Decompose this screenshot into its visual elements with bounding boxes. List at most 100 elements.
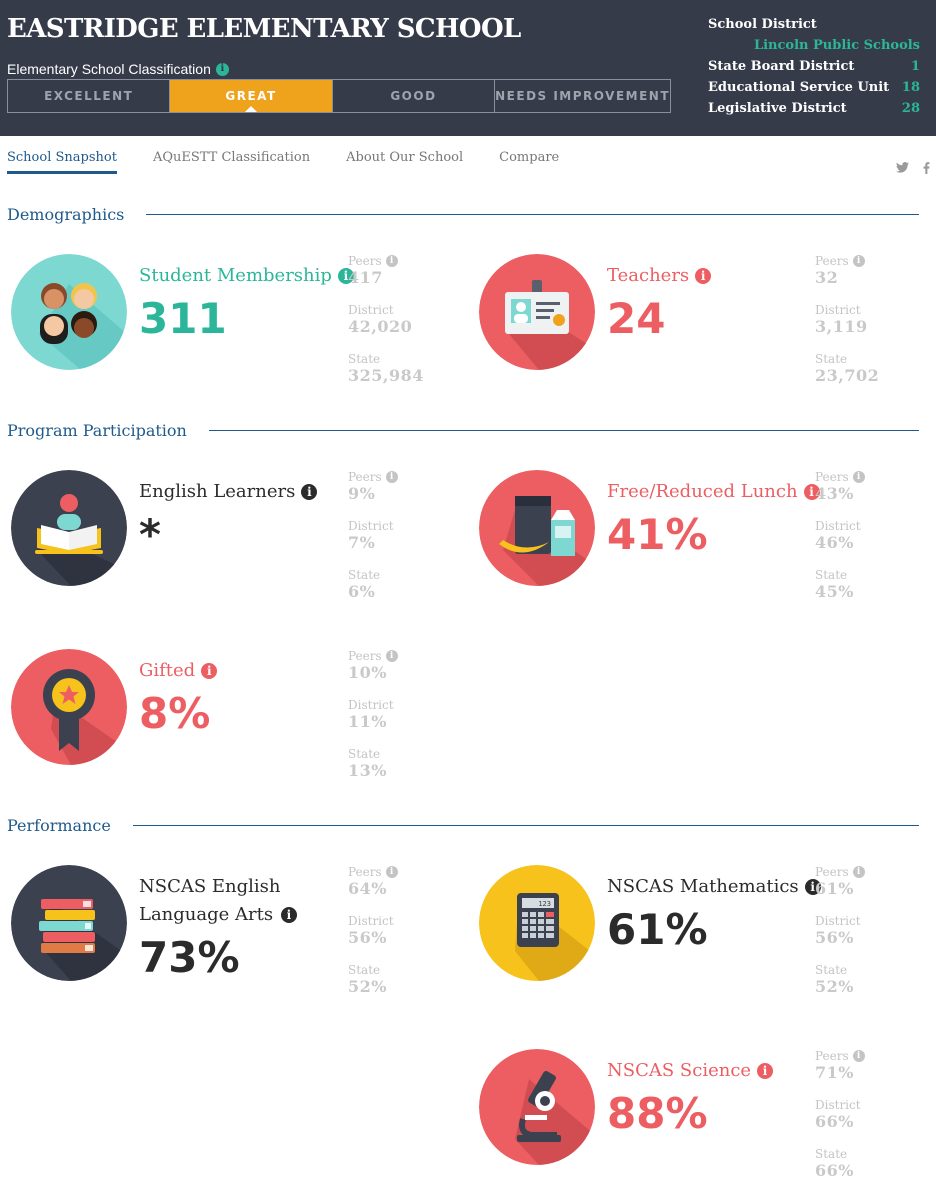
info-icon[interactable]: i xyxy=(280,907,297,923)
info-icon[interactable]: i xyxy=(757,1063,774,1079)
section-title-program: Program Participation xyxy=(7,421,187,440)
tab-school-snapshot[interactable]: School Snapshot xyxy=(7,150,117,174)
district-label: District xyxy=(348,519,394,533)
peers-label: Peers xyxy=(815,254,849,268)
district-value: 3,119 xyxy=(815,317,868,336)
section-divider xyxy=(132,825,919,826)
school-district-label: School District xyxy=(708,17,817,32)
teachers-value: 24 xyxy=(607,294,666,343)
nscas-science-compare: Peers i 71% District 66% State 66% xyxy=(815,1049,915,1192)
district-value: 42,020 xyxy=(348,317,413,336)
district-value: 11% xyxy=(348,712,387,731)
state-value: 23,702 xyxy=(815,366,880,385)
gifted-label-text: Gifted xyxy=(139,660,196,681)
reader-book-icon xyxy=(11,470,127,586)
district-label: District xyxy=(815,519,861,533)
info-icon[interactable]: i xyxy=(852,1050,865,1062)
district-label: District xyxy=(815,303,861,317)
peers-label: Peers xyxy=(348,865,382,879)
free-lunch-compare: Peers i 43% District 46% State 45% xyxy=(815,470,915,617)
nscas-ela-label: NSCAS English Language Arts i xyxy=(139,873,339,929)
classification-needs-improvement: NEEDS IMPROVEMENT xyxy=(495,89,671,103)
tab-aquestt-classification[interactable]: AQuESTT Classification xyxy=(152,150,311,165)
state-board-value: 1 xyxy=(910,59,920,74)
state-label: State xyxy=(348,963,381,977)
twitter-icon[interactable] xyxy=(896,162,909,177)
tab-compare[interactable]: Compare xyxy=(499,150,560,165)
peers-label: Peers xyxy=(815,470,849,484)
state-value: 6% xyxy=(348,582,376,601)
info-icon[interactable]: i xyxy=(301,484,318,500)
student-membership-label-text: Student Membership xyxy=(139,265,332,286)
info-icon[interactable]: i xyxy=(385,471,398,483)
state-label: State xyxy=(815,1147,848,1161)
peers-value: 10% xyxy=(348,663,387,682)
calculator-icon: 123 xyxy=(479,865,595,981)
classification-label: Elementary School Classification i xyxy=(7,61,229,77)
district-label: District xyxy=(815,1098,861,1112)
calculator-display-text: 123 xyxy=(538,900,551,908)
state-value: 45% xyxy=(815,582,854,601)
state-label: State xyxy=(348,568,381,582)
nscas-ela-compare: Peers i 64% District 56% State 52% xyxy=(348,865,448,1012)
section-title-performance: Performance xyxy=(7,816,111,835)
district-value: 56% xyxy=(348,928,387,947)
facebook-icon[interactable] xyxy=(923,162,930,177)
info-icon[interactable]: i xyxy=(201,663,218,679)
info-icon[interactable]: i xyxy=(804,879,821,895)
students-icon xyxy=(11,254,127,370)
state-label: State xyxy=(815,963,848,977)
info-icon[interactable]: i xyxy=(337,268,354,284)
nscas-math-card: 123 NSCAS Mathematics i 61% Peers i 61% Di… xyxy=(475,865,915,1005)
peers-label: Peers xyxy=(815,1049,849,1063)
district-value: 7% xyxy=(348,533,376,552)
info-icon[interactable]: i xyxy=(852,471,865,483)
gifted-card: Gifted i 8% Peers i 10% District 11% State 1… xyxy=(7,649,447,789)
state-label: State xyxy=(815,568,848,582)
info-icon[interactable]: i xyxy=(695,268,712,284)
state-label: State xyxy=(348,747,381,761)
nscas-ela-label-line1: NSCAS English xyxy=(139,876,281,897)
school-district-link[interactable]: Lincoln Public Schools xyxy=(753,38,920,53)
info-icon[interactable]: i xyxy=(385,866,398,878)
english-learners-compare: Peers i 9% District 7% State 6% xyxy=(348,470,448,617)
info-icon[interactable]: i xyxy=(803,484,820,500)
info-icon[interactable]: i xyxy=(385,255,398,267)
nscas-math-value: 61% xyxy=(607,905,708,954)
legislative-label: Legislative District xyxy=(708,101,847,116)
state-value: 325,984 xyxy=(348,366,424,385)
section-divider xyxy=(146,214,919,215)
info-icon[interactable]: i xyxy=(215,62,229,76)
section-demographics: Demographics xyxy=(7,205,919,224)
nscas-science-label: NSCAS Science i xyxy=(607,1057,774,1085)
state-value: 52% xyxy=(815,977,854,996)
nscas-math-label: NSCAS Mathematics i xyxy=(607,873,821,901)
state-value: 66% xyxy=(815,1161,854,1180)
section-performance: Performance xyxy=(7,816,919,835)
section-title-demographics: Demographics xyxy=(7,205,125,224)
esu-value: 18 xyxy=(901,80,920,95)
classification-excellent: EXCELLENT xyxy=(8,80,171,112)
district-value: 46% xyxy=(815,533,854,552)
nscas-ela-card: NSCAS English Language Arts i 73% Peers i… xyxy=(7,865,447,1005)
free-lunch-value: 41% xyxy=(607,510,708,559)
state-label: State xyxy=(348,352,381,366)
student-membership-value: 311 xyxy=(139,294,227,343)
teachers-compare: Peers i 32 District 3,119 State 23,702 xyxy=(815,254,915,401)
teachers-card: Teachers i 24 Peers i 32 District 3,119 Sta… xyxy=(475,254,915,394)
tab-about-our-school[interactable]: About Our School xyxy=(346,150,464,165)
peers-value: 43% xyxy=(815,484,854,503)
peers-value: 32 xyxy=(815,268,839,287)
state-value: 13% xyxy=(348,761,387,780)
peers-label: Peers xyxy=(348,254,382,268)
peers-label: Peers xyxy=(348,649,382,663)
info-icon[interactable]: i xyxy=(385,650,398,662)
nscas-math-label-text: NSCAS Mathematics xyxy=(607,876,799,897)
section-divider xyxy=(208,430,919,431)
info-icon[interactable]: i xyxy=(852,866,865,878)
student-membership-card: Student Membership i 311 Peers i 417 Distr… xyxy=(7,254,447,394)
classification-good: GOOD xyxy=(333,80,496,112)
info-icon[interactable]: i xyxy=(852,255,865,267)
english-learners-card: English Learners i * Peers i 9% District 7%… xyxy=(7,470,447,610)
nscas-ela-value: 73% xyxy=(139,933,240,982)
